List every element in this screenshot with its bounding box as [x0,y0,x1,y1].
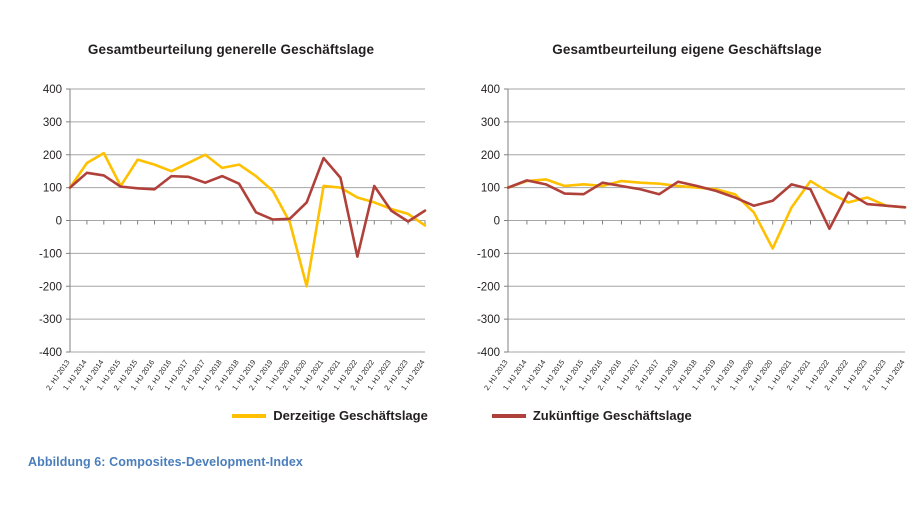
y-axis-tick-label: -100 [39,248,62,260]
legend-swatch-zukuenftige [491,413,526,418]
footer-divider [0,498,924,499]
y-axis-tick-label: -400 [477,347,500,359]
series-line [68,156,427,258]
y-axis-tick-label: 0 [56,216,62,228]
y-axis-tick-label: 200 [43,150,62,162]
y-axis-tick-label: 0 [494,216,500,228]
series-line [506,179,907,231]
y-axis-tick-label: 200 [481,150,500,162]
y-axis-tick-label: 400 [43,84,62,96]
y-axis-tick-label: 100 [481,183,500,195]
legend-label-zukuenftige: Zukünftige Geschäftslage [532,408,692,423]
y-axis-tick-label: 300 [43,117,62,129]
chart-legend: Derzeitige Geschäftslage Zukünftige Gesc… [0,408,924,423]
legend-label-derzeitige: Derzeitige Geschäftslage [273,408,428,423]
chart-title-eigene: Gesamtbeurteilung eigene Geschäftslage [552,42,822,57]
legend-swatch-derzeitige [232,413,267,418]
legend-item-derzeitige: Derzeitige Geschäftslage [232,408,428,423]
series-line [68,151,427,288]
y-axis-tick-label: -400 [39,347,62,359]
y-axis-tick-label: -200 [477,281,500,293]
figure-caption: Abbildung 6: Composites-Development-Inde… [28,455,303,469]
y-axis-tick-label: 300 [481,117,500,129]
legend-item-zukuenftige: Zukünftige Geschäftslage [491,408,692,423]
chart-panel-eigene: Gesamtbeurteilung eigene Geschäftslage 4… [450,0,924,440]
y-axis-tick-label: -100 [477,248,500,260]
y-axis-tick-label: -300 [477,314,500,326]
plot-area-generelle: 400 300 200 100 0 -100 -200 -300 -400 2. HJ 2013 1… [0,0,462,400]
y-axis-tick-label: -200 [39,281,62,293]
y-axis-tick-label: 400 [481,84,500,96]
y-axis-tick-label: -300 [39,314,62,326]
chart-panel-generelle: Gesamtbeurteilung generelle Geschäftslag… [0,0,462,440]
plot-area-eigene: 400 300 200 100 0 -100 -200 -300 -400 2. HJ 2013 1… [450,0,924,400]
y-axis-tick-label: 100 [43,183,62,195]
chart-title-generelle: Gesamtbeurteilung generelle Geschäftslag… [87,42,375,57]
